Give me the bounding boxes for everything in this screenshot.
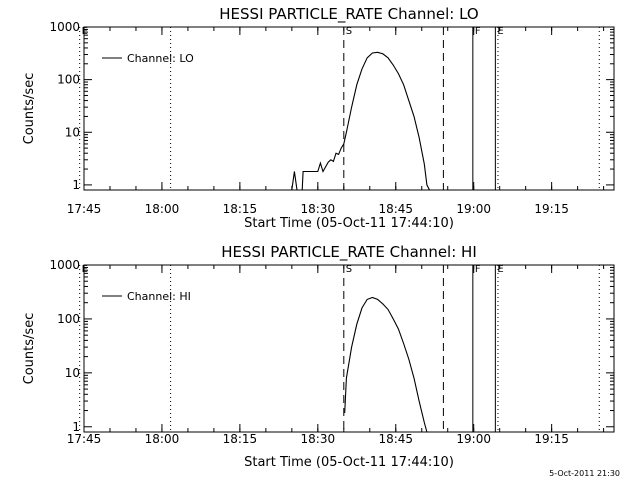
series-line-1 (291, 51, 430, 191)
event-marker-label: S (346, 26, 352, 37)
x-tick-label: 18:45 (378, 202, 413, 216)
y-tick-label: 10 (65, 366, 80, 380)
y-tick-label: 1 (72, 178, 80, 192)
x-tick-label: 19:00 (456, 432, 491, 446)
event-marker-label: E (497, 264, 503, 275)
x-tick-label: 18:45 (378, 432, 413, 446)
y-tick-label: 1000 (49, 258, 80, 272)
series-line-1 (344, 296, 428, 433)
legend-label: Channel: LO (127, 52, 194, 65)
chart-panel-2: HESSI PARTICLE_RATE Channel: HI 1 10 100 100… (22, 243, 615, 470)
x-axis-label: Start Time (05-Oct-11 17:44:10) (244, 216, 454, 231)
x-tick-label: 18:30 (301, 202, 336, 216)
chart-title: HESSI PARTICLE_RATE Channel: HI (221, 243, 477, 262)
event-marker-label: E (497, 26, 503, 37)
plot-timestamp: 5-Oct-2011 21:30 (549, 469, 620, 478)
x-tick-label: 17:45 (67, 202, 102, 216)
x-tick-label: 18:30 (301, 432, 336, 446)
y-tick-label: 1 (72, 420, 80, 434)
x-axis-label: Start Time (05-Oct-11 17:44:10) (244, 455, 454, 470)
event-marker-label: F (475, 264, 481, 275)
y-tick-label: 100 (57, 312, 80, 326)
y-tick-label: 1000 (49, 20, 80, 34)
x-tick-label: 18:00 (145, 432, 180, 446)
event-marker-label: S (346, 264, 352, 275)
plot-frame (83, 26, 615, 191)
x-tick-label: 19:15 (534, 202, 569, 216)
y-axis-label: Counts/sec (22, 313, 37, 385)
chart-panel-1: HESSI PARTICLE_RATE Channel: LO 1 10 100 100… (22, 5, 615, 231)
plot-frame (83, 264, 615, 433)
x-tick-label: 18:15 (223, 202, 258, 216)
x-tick-label: 17:45 (67, 432, 102, 446)
y-axis-label: Counts/sec (22, 73, 37, 145)
x-tick-label: 19:15 (534, 432, 569, 446)
legend-label: Channel: HI (127, 290, 191, 303)
y-tick-label: 10 (65, 125, 80, 139)
event-marker-label: E (82, 26, 88, 37)
chart-title: HESSI PARTICLE_RATE Channel: LO (219, 5, 478, 24)
x-tick-label: 19:00 (456, 202, 491, 216)
x-tick-label: 18:15 (223, 432, 258, 446)
x-tick-label: 18:00 (145, 202, 180, 216)
event-marker-label: E (82, 264, 88, 275)
event-marker-label: F (475, 26, 481, 37)
y-tick-label: 100 (57, 73, 80, 87)
